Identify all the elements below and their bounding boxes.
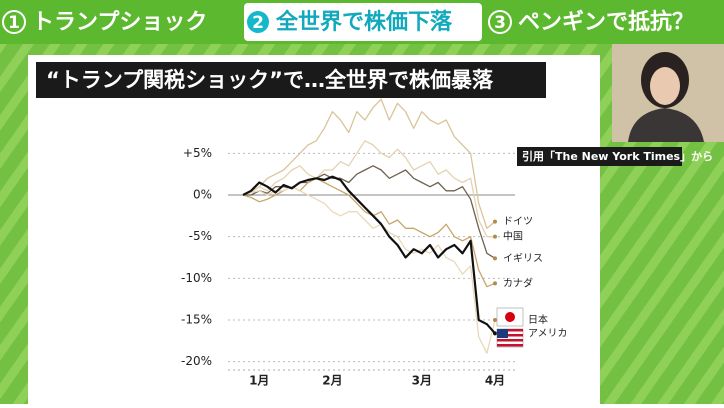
series-label: 日本 [528,313,548,326]
plot: +5% 0% -5% -10% -15% -20% 1月 2月 3月 4月 ドイツ中国イギリスカナダ… [181,98,568,388]
series-label: 中国 [503,230,523,243]
chart-title: “トランプ関税ショック”で…全世界で株価暴落 [46,68,494,92]
series-line [242,175,496,335]
tab-number: 3 [494,13,506,33]
tab-number-ring [247,11,269,33]
x-tick-label: 2月 [322,374,342,388]
tab-number: 2 [252,13,264,33]
end-marker [493,281,497,286]
japan-flag [496,307,524,327]
end-marker [493,331,497,336]
tab-label: 全世界で株価下落 [275,9,453,35]
tab-label: トランプショック [32,10,207,35]
end-marker [493,318,497,322]
source-box [517,147,682,166]
tab-number: 1 [8,13,20,33]
y-tick-label: -15% [181,313,212,327]
tab-number-ring [488,10,512,34]
source: 引用「The New York Times」から [522,149,713,163]
tab-label: ペンギンで抵抗？ [518,9,694,35]
series-line [242,186,496,354]
chart-panel [28,55,600,404]
series-line [243,165,496,259]
x-tick-label: 3月 [412,374,432,388]
x-tick-label: 4月 [485,374,505,388]
y-tick-label: -5% [189,229,212,243]
series-label: カナダ [503,276,533,289]
series-line [242,140,495,238]
y-tick-label: 0% [193,188,212,202]
end-marker [493,219,497,224]
y-tick-label: -20% [181,354,212,368]
title-box [36,62,546,98]
active-tab-bg [244,3,482,41]
series-label: ドイツ [503,217,533,228]
end-marker [493,256,497,261]
series-label: イギリス [503,252,543,264]
series-label: アメリカ [528,327,568,339]
usa-flag [496,328,524,348]
y-tick-label: +5% [183,146,212,160]
end-marker [493,234,497,239]
presenter-video [612,44,724,142]
y-tick-label: -10% [181,271,212,285]
x-tick-label: 1月 [249,374,269,388]
series-line [242,98,496,229]
tab-number-ring [2,10,26,34]
